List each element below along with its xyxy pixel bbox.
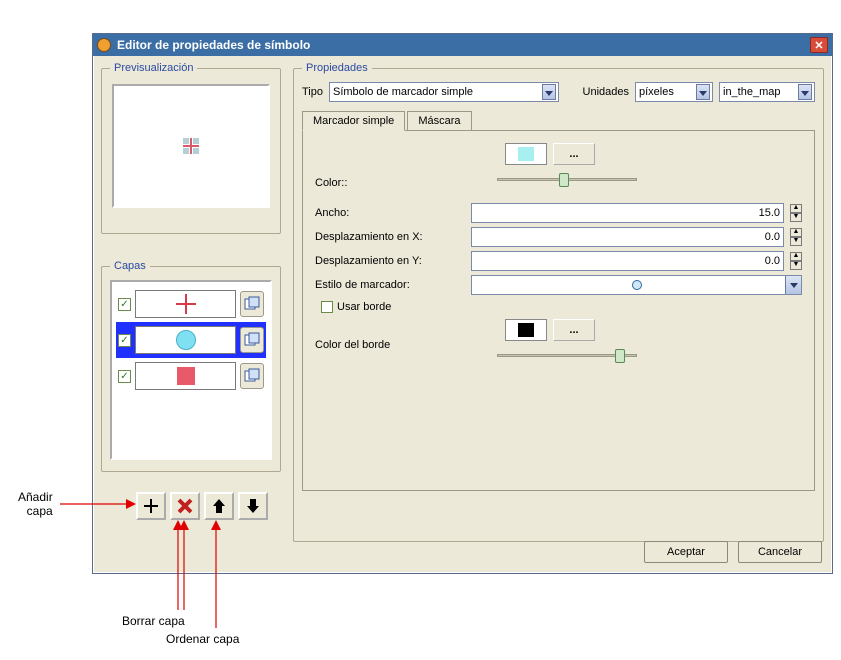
preview-symbol bbox=[183, 138, 199, 154]
preview-legend: Previsualización bbox=[110, 62, 197, 74]
color-label: Color:: bbox=[315, 177, 465, 189]
layer-swatch[interactable] bbox=[135, 290, 236, 318]
layer-properties-button[interactable] bbox=[240, 291, 264, 317]
offset-x-input[interactable] bbox=[471, 227, 784, 247]
circle-icon bbox=[176, 330, 196, 350]
layer-properties-button[interactable] bbox=[240, 327, 264, 353]
delete-x-icon bbox=[176, 497, 194, 515]
offset-y-input[interactable] bbox=[471, 251, 784, 271]
use-border-checkbox[interactable]: Usar borde bbox=[321, 301, 802, 313]
offset-y-label: Desplazamiento en Y: bbox=[315, 255, 465, 267]
use-border-label: Usar borde bbox=[337, 301, 391, 313]
width-input[interactable] bbox=[471, 203, 784, 223]
circle-marker-icon bbox=[632, 280, 642, 290]
context-select[interactable]: in_the_map bbox=[719, 82, 815, 102]
annotation-arrow bbox=[210, 520, 222, 628]
units-label: Unidades bbox=[583, 86, 629, 98]
tab-mask[interactable]: Máscara bbox=[407, 111, 471, 131]
ok-button[interactable]: Aceptar bbox=[644, 541, 728, 563]
annotation-delete-layer: Borrar capa bbox=[122, 614, 185, 628]
app-icon bbox=[97, 38, 111, 52]
marker-style-label: Estilo de marcador: bbox=[315, 279, 465, 291]
arrow-up-icon bbox=[210, 497, 228, 515]
tabs: Marcador simple Máscara bbox=[302, 110, 815, 131]
layer-visibility-checkbox[interactable]: ✓ bbox=[118, 334, 131, 347]
annotation-add-layer: Añadir capa bbox=[18, 490, 53, 518]
marker-style-select[interactable] bbox=[471, 275, 802, 295]
width-label: Ancho: bbox=[315, 207, 465, 219]
properties-fieldset: Propiedades Tipo Símbolo de marcador sim… bbox=[293, 62, 824, 542]
layers-toolbar bbox=[136, 492, 268, 520]
properties-legend: Propiedades bbox=[302, 62, 372, 74]
offset-x-spinner[interactable]: ▲▼ bbox=[790, 228, 802, 246]
layer-swatch[interactable] bbox=[135, 326, 236, 354]
fill-opacity-slider[interactable] bbox=[497, 171, 637, 187]
border-color-swatch[interactable] bbox=[505, 319, 547, 341]
dialog-window: Editor de propiedades de símbolo ✕ Previ… bbox=[92, 33, 833, 574]
titlebar: Editor de propiedades de símbolo ✕ bbox=[93, 34, 832, 56]
border-color-more-button[interactable]: ... bbox=[553, 319, 595, 341]
cancel-button[interactable]: Cancelar bbox=[738, 541, 822, 563]
layers-legend: Capas bbox=[110, 260, 150, 272]
layer-properties-button[interactable] bbox=[240, 363, 264, 389]
border-color-label: Color del borde bbox=[315, 339, 465, 351]
cross-icon bbox=[176, 294, 196, 314]
layer-row[interactable]: ✓ bbox=[116, 358, 266, 394]
layer-swatch[interactable] bbox=[135, 362, 236, 390]
type-label: Tipo bbox=[302, 86, 323, 98]
move-layer-up-button[interactable] bbox=[204, 492, 234, 520]
layer-visibility-checkbox[interactable]: ✓ bbox=[118, 370, 131, 383]
layer-visibility-checkbox[interactable]: ✓ bbox=[118, 298, 131, 311]
add-layer-button[interactable] bbox=[136, 492, 166, 520]
tab-panel-simple-marker: Color:: ... An bbox=[302, 131, 815, 491]
symbol-type-select[interactable]: Símbolo de marcador simple bbox=[329, 82, 559, 102]
border-opacity-slider[interactable] bbox=[497, 347, 637, 363]
annotation-arrow bbox=[172, 520, 190, 610]
arrow-down-icon bbox=[244, 497, 262, 515]
layers-fieldset: Capas ✓ ✓ bbox=[101, 260, 281, 472]
width-spinner[interactable]: ▲▼ bbox=[790, 204, 802, 222]
fill-color-swatch[interactable] bbox=[505, 143, 547, 165]
preview-canvas bbox=[112, 84, 270, 208]
close-icon[interactable]: ✕ bbox=[810, 37, 828, 53]
window-title: Editor de propiedades de símbolo bbox=[117, 38, 810, 52]
chevron-down-icon bbox=[785, 276, 801, 294]
preview-fieldset: Previsualización bbox=[101, 62, 281, 234]
fill-color-more-button[interactable]: ... bbox=[553, 143, 595, 165]
layers-list: ✓ ✓ ✓ bbox=[110, 280, 272, 460]
tab-simple-marker[interactable]: Marcador simple bbox=[302, 111, 405, 131]
units-select[interactable]: píxeles bbox=[635, 82, 713, 102]
annotation-arrow bbox=[60, 497, 140, 511]
layer-row[interactable]: ✓ bbox=[116, 322, 266, 358]
delete-layer-button[interactable] bbox=[170, 492, 200, 520]
square-icon bbox=[177, 367, 195, 385]
offset-x-label: Desplazamiento en X: bbox=[315, 231, 465, 243]
plus-icon bbox=[142, 497, 160, 515]
layer-row[interactable]: ✓ bbox=[116, 286, 266, 322]
move-layer-down-button[interactable] bbox=[238, 492, 268, 520]
annotation-order-layer: Ordenar capa bbox=[166, 632, 239, 646]
offset-y-spinner[interactable]: ▲▼ bbox=[790, 252, 802, 270]
